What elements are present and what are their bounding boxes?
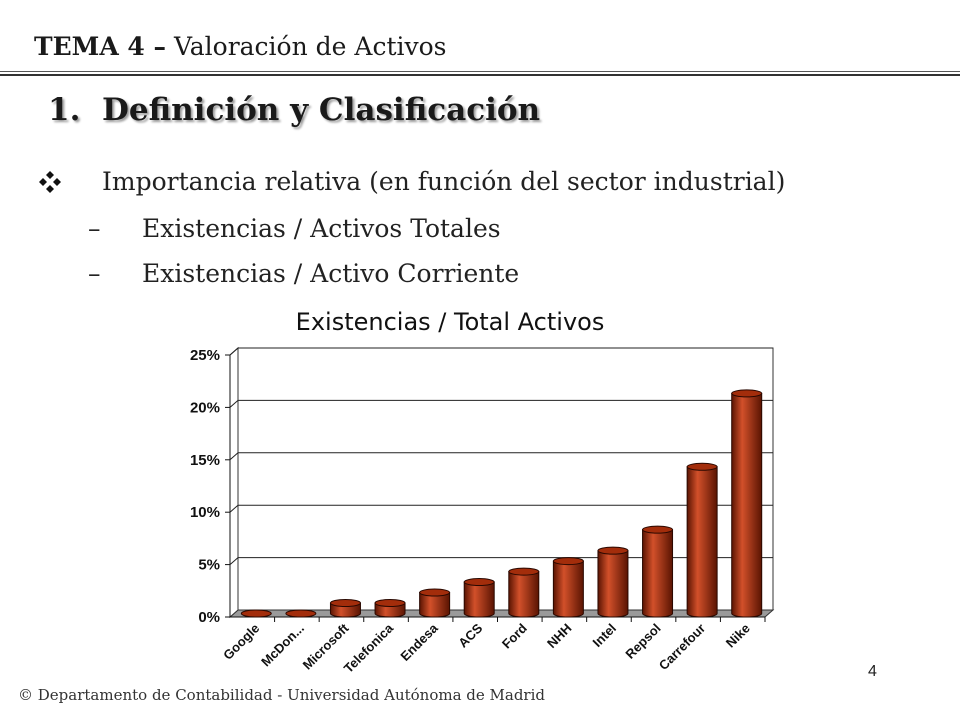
bar-top [642, 525, 674, 534]
y-tick-label: 25% [190, 347, 220, 364]
bar [552, 557, 584, 618]
header-rule-thin [0, 71, 960, 72]
bar [463, 578, 495, 618]
bar-body [463, 581, 495, 618]
bar-top [731, 389, 763, 398]
page-number: 4 [868, 663, 877, 680]
gridline [229, 452, 773, 461]
sub-item-text: Existencias / Activo Corriente [142, 259, 520, 288]
bar-body [508, 571, 540, 618]
y-tick-label: 20% [190, 399, 220, 416]
bar [419, 588, 451, 618]
bar-top [552, 557, 584, 566]
sub-item-dash: – [88, 259, 101, 288]
x-tick-label: Repsol [622, 621, 663, 662]
plot-side-wall [229, 346, 239, 619]
x-tick-label: Google [220, 621, 262, 663]
bar-body [419, 592, 451, 618]
section-title-text: Definición y Clasificación [102, 92, 541, 128]
y-tick-label: 10% [190, 504, 220, 521]
bar [731, 389, 763, 618]
header-subtitle: Valoración de Activos [173, 32, 447, 61]
bar [374, 599, 406, 618]
section-title: 1. Definición y Clasificación [48, 92, 540, 128]
bar [597, 546, 629, 618]
y-tick-label: 5% [198, 557, 220, 574]
bar [329, 599, 361, 618]
footer-text: © Departamento de Contabilidad - Univers… [18, 686, 546, 704]
gridline [229, 399, 773, 408]
bar-body [552, 560, 584, 618]
x-tick-label: ACS [455, 620, 485, 650]
sub-item-text: Existencias / Activos Totales [142, 214, 501, 243]
bar-body [642, 529, 674, 618]
x-tick-label: NHH [544, 621, 575, 652]
slide-header: TEMA 4 – Valoración de Activos [34, 32, 447, 61]
bar-top [508, 567, 540, 576]
bar-top [419, 588, 451, 597]
x-tick-label: Carrefour [656, 621, 709, 674]
bar [508, 567, 540, 618]
x-tick-label: Endesa [397, 620, 441, 664]
bar-top [240, 609, 272, 618]
x-tick-label: Intel [590, 621, 620, 651]
bar-body [686, 466, 718, 618]
header-rule-thick [0, 74, 960, 76]
bar-top [463, 578, 495, 587]
four-diamond-bullet-icon [39, 171, 61, 193]
bar-body [597, 550, 629, 618]
header-tema: TEMA 4 – [34, 32, 167, 61]
bar-top [597, 546, 629, 555]
sub-item-dash: – [88, 214, 101, 243]
bar-top [329, 599, 361, 608]
x-tick-label: Telefonica [341, 620, 397, 676]
bar-top [686, 462, 718, 471]
gridline [229, 557, 773, 565]
bar-top [285, 609, 317, 618]
section-number: 1. [48, 92, 81, 128]
bar [285, 609, 317, 618]
y-tick-label: 0% [198, 609, 220, 626]
gridline [229, 504, 773, 513]
gridline [229, 347, 773, 356]
bullet-text: Importancia relativa (en función del sec… [102, 167, 786, 196]
bar-body [731, 392, 763, 618]
x-tick-label: Nike [723, 621, 753, 651]
chart-title: Existencias / Total Activos [295, 308, 605, 336]
bar-top [374, 599, 406, 608]
y-tick-label: 15% [190, 452, 220, 469]
bar [686, 462, 718, 618]
bar [240, 609, 272, 618]
bar [642, 525, 674, 618]
x-tick-label: Ford [499, 620, 530, 651]
